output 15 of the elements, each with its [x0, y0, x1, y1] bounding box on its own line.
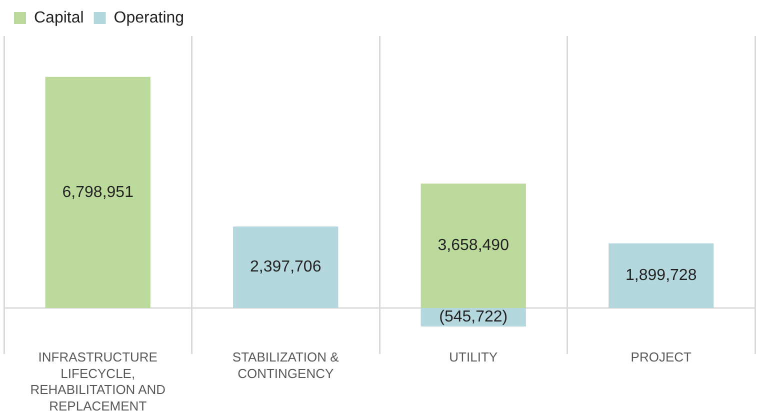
x-tick-label: PROJECT [630, 350, 692, 365]
data-label: 1,899,728 [626, 267, 697, 284]
x-tick-label: INFRASTRUCTURE LIFECYCLE, REHABILITATION AND REPLACEMENT [30, 350, 166, 411]
data-label: 6,798,951 [62, 184, 134, 201]
x-tick-label: UTILITY [449, 350, 498, 365]
data-label: (545,722) [439, 308, 508, 326]
bar [45, 76, 150, 308]
data-label: 3,658,490 [438, 237, 510, 254]
x-tick-label: STABILIZATION & CONTINGENCY [232, 350, 340, 381]
data-label: 2,397,706 [250, 258, 322, 276]
legend-label: Capital [34, 9, 84, 26]
bar [233, 226, 338, 308]
legend-label: Operating [114, 9, 184, 26]
bar [420, 184, 526, 308]
bar [608, 243, 714, 308]
